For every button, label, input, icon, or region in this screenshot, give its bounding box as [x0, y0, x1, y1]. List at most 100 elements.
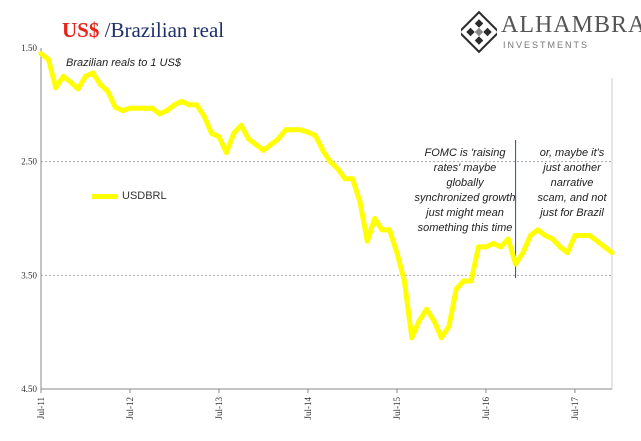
data-point [268, 142, 274, 148]
data-point [357, 198, 363, 204]
chart-subtitle: Brazilian reals to 1 US$ [66, 57, 181, 69]
axes [40, 48, 613, 390]
data-point [409, 335, 415, 341]
data-point [476, 244, 482, 250]
data-point [105, 88, 111, 94]
brand-sub: INVESTMENTS [503, 40, 590, 50]
annotation-narrative-line: just for Brazil [540, 207, 604, 219]
data-point [164, 108, 170, 114]
data-point [424, 306, 430, 312]
annotation-fomc-line: rates' maybe [433, 162, 497, 174]
data-point [97, 81, 103, 87]
y-tick-label: 1.50 [21, 43, 37, 53]
x-tick-label: Jul-13 [214, 397, 224, 420]
legend: USDBRL [92, 190, 167, 202]
annotation-narrative-line: scam, and not [537, 192, 607, 204]
data-point [513, 261, 519, 267]
series-usdbrl [38, 51, 615, 341]
x-tick-label: Jul-12 [125, 397, 135, 420]
data-point [535, 227, 541, 233]
data-point [238, 122, 244, 128]
annotation-fomc: FOMC is 'raising rates' maybe globally s… [405, 146, 525, 236]
x-tick-labels: Jul-11 Jul-12 Jul-13 Jul-14 Jul-15 Jul-16 Jul-… [36, 389, 580, 420]
data-point [394, 250, 400, 256]
data-point [298, 127, 304, 133]
data-point [194, 102, 200, 108]
annotation-fomc-line: synchronized growth [414, 192, 516, 204]
data-point [461, 278, 467, 284]
annotation-narrative-line: or, maybe it's [539, 147, 605, 159]
data-point [45, 56, 51, 62]
data-point [112, 104, 118, 110]
annotation-narrative: or, maybe it's just another narrative sc… [524, 146, 620, 221]
y-tick-label: 4.50 [21, 384, 37, 394]
data-point [209, 130, 215, 136]
data-point [60, 73, 66, 79]
data-point [387, 227, 393, 233]
data-point [120, 108, 126, 114]
data-point [186, 102, 192, 108]
data-point [453, 286, 459, 292]
data-point [142, 105, 148, 111]
data-point [483, 244, 489, 250]
data-point [75, 86, 81, 92]
annotation-fomc-line: FOMC is 'raising [424, 147, 506, 159]
legend-swatch [92, 193, 118, 199]
data-point [431, 318, 437, 324]
x-tick-label: Jul-14 [303, 397, 313, 420]
data-point [90, 70, 96, 76]
data-point [157, 111, 163, 117]
data-point [520, 250, 526, 256]
data-point [149, 105, 155, 111]
annotation-narrative-line: just another [543, 162, 601, 174]
data-point [342, 176, 348, 182]
y-tick-label: 3.50 [21, 270, 37, 280]
data-point [364, 238, 370, 244]
data-point [320, 147, 326, 153]
y-tick-label: 2.50 [21, 157, 37, 167]
data-point [349, 176, 355, 182]
x-tick-label: Jul-11 [36, 397, 46, 419]
data-point [171, 102, 177, 108]
data-point [283, 127, 289, 133]
data-point [572, 233, 578, 239]
data-point [557, 244, 563, 250]
data-point [505, 236, 511, 242]
data-point [579, 233, 585, 239]
data-point [290, 127, 296, 133]
data-point [223, 150, 229, 156]
data-point [68, 79, 74, 85]
data-point [609, 250, 615, 256]
brand-name: ALHAMBRA [501, 12, 641, 38]
y-tick-labels: 1.50 2.50 3.50 4.50 [21, 43, 37, 394]
data-point [275, 136, 281, 142]
data-point [438, 335, 444, 341]
annotation-narrative-line: narrative [550, 177, 594, 189]
data-point [246, 136, 252, 142]
x-tick-label: Jul-17 [570, 397, 580, 420]
data-point [82, 73, 88, 79]
x-tick-label: Jul-15 [392, 397, 402, 420]
gridlines [41, 161, 612, 276]
data-point [446, 323, 452, 329]
title-part-pair: /Brazilian real [99, 18, 225, 42]
data-point [594, 238, 600, 244]
data-point [253, 142, 259, 148]
data-point [490, 241, 496, 247]
data-point [134, 105, 140, 111]
data-point [179, 98, 185, 104]
data-point [335, 165, 341, 171]
data-point [53, 85, 59, 91]
data-point [260, 147, 266, 153]
data-point [327, 159, 333, 165]
data-point [201, 113, 207, 119]
legend-label: USDBRL [122, 190, 167, 202]
annotation-fomc-line: just might mean [426, 207, 504, 219]
chart-title: US$ /Brazilian real [62, 18, 224, 43]
diamond-lattice-icon [461, 10, 497, 54]
annotation-fomc-line: globally [446, 177, 484, 189]
title-part-currency: US$ [62, 18, 100, 42]
data-point [312, 133, 318, 139]
data-point [587, 233, 593, 239]
